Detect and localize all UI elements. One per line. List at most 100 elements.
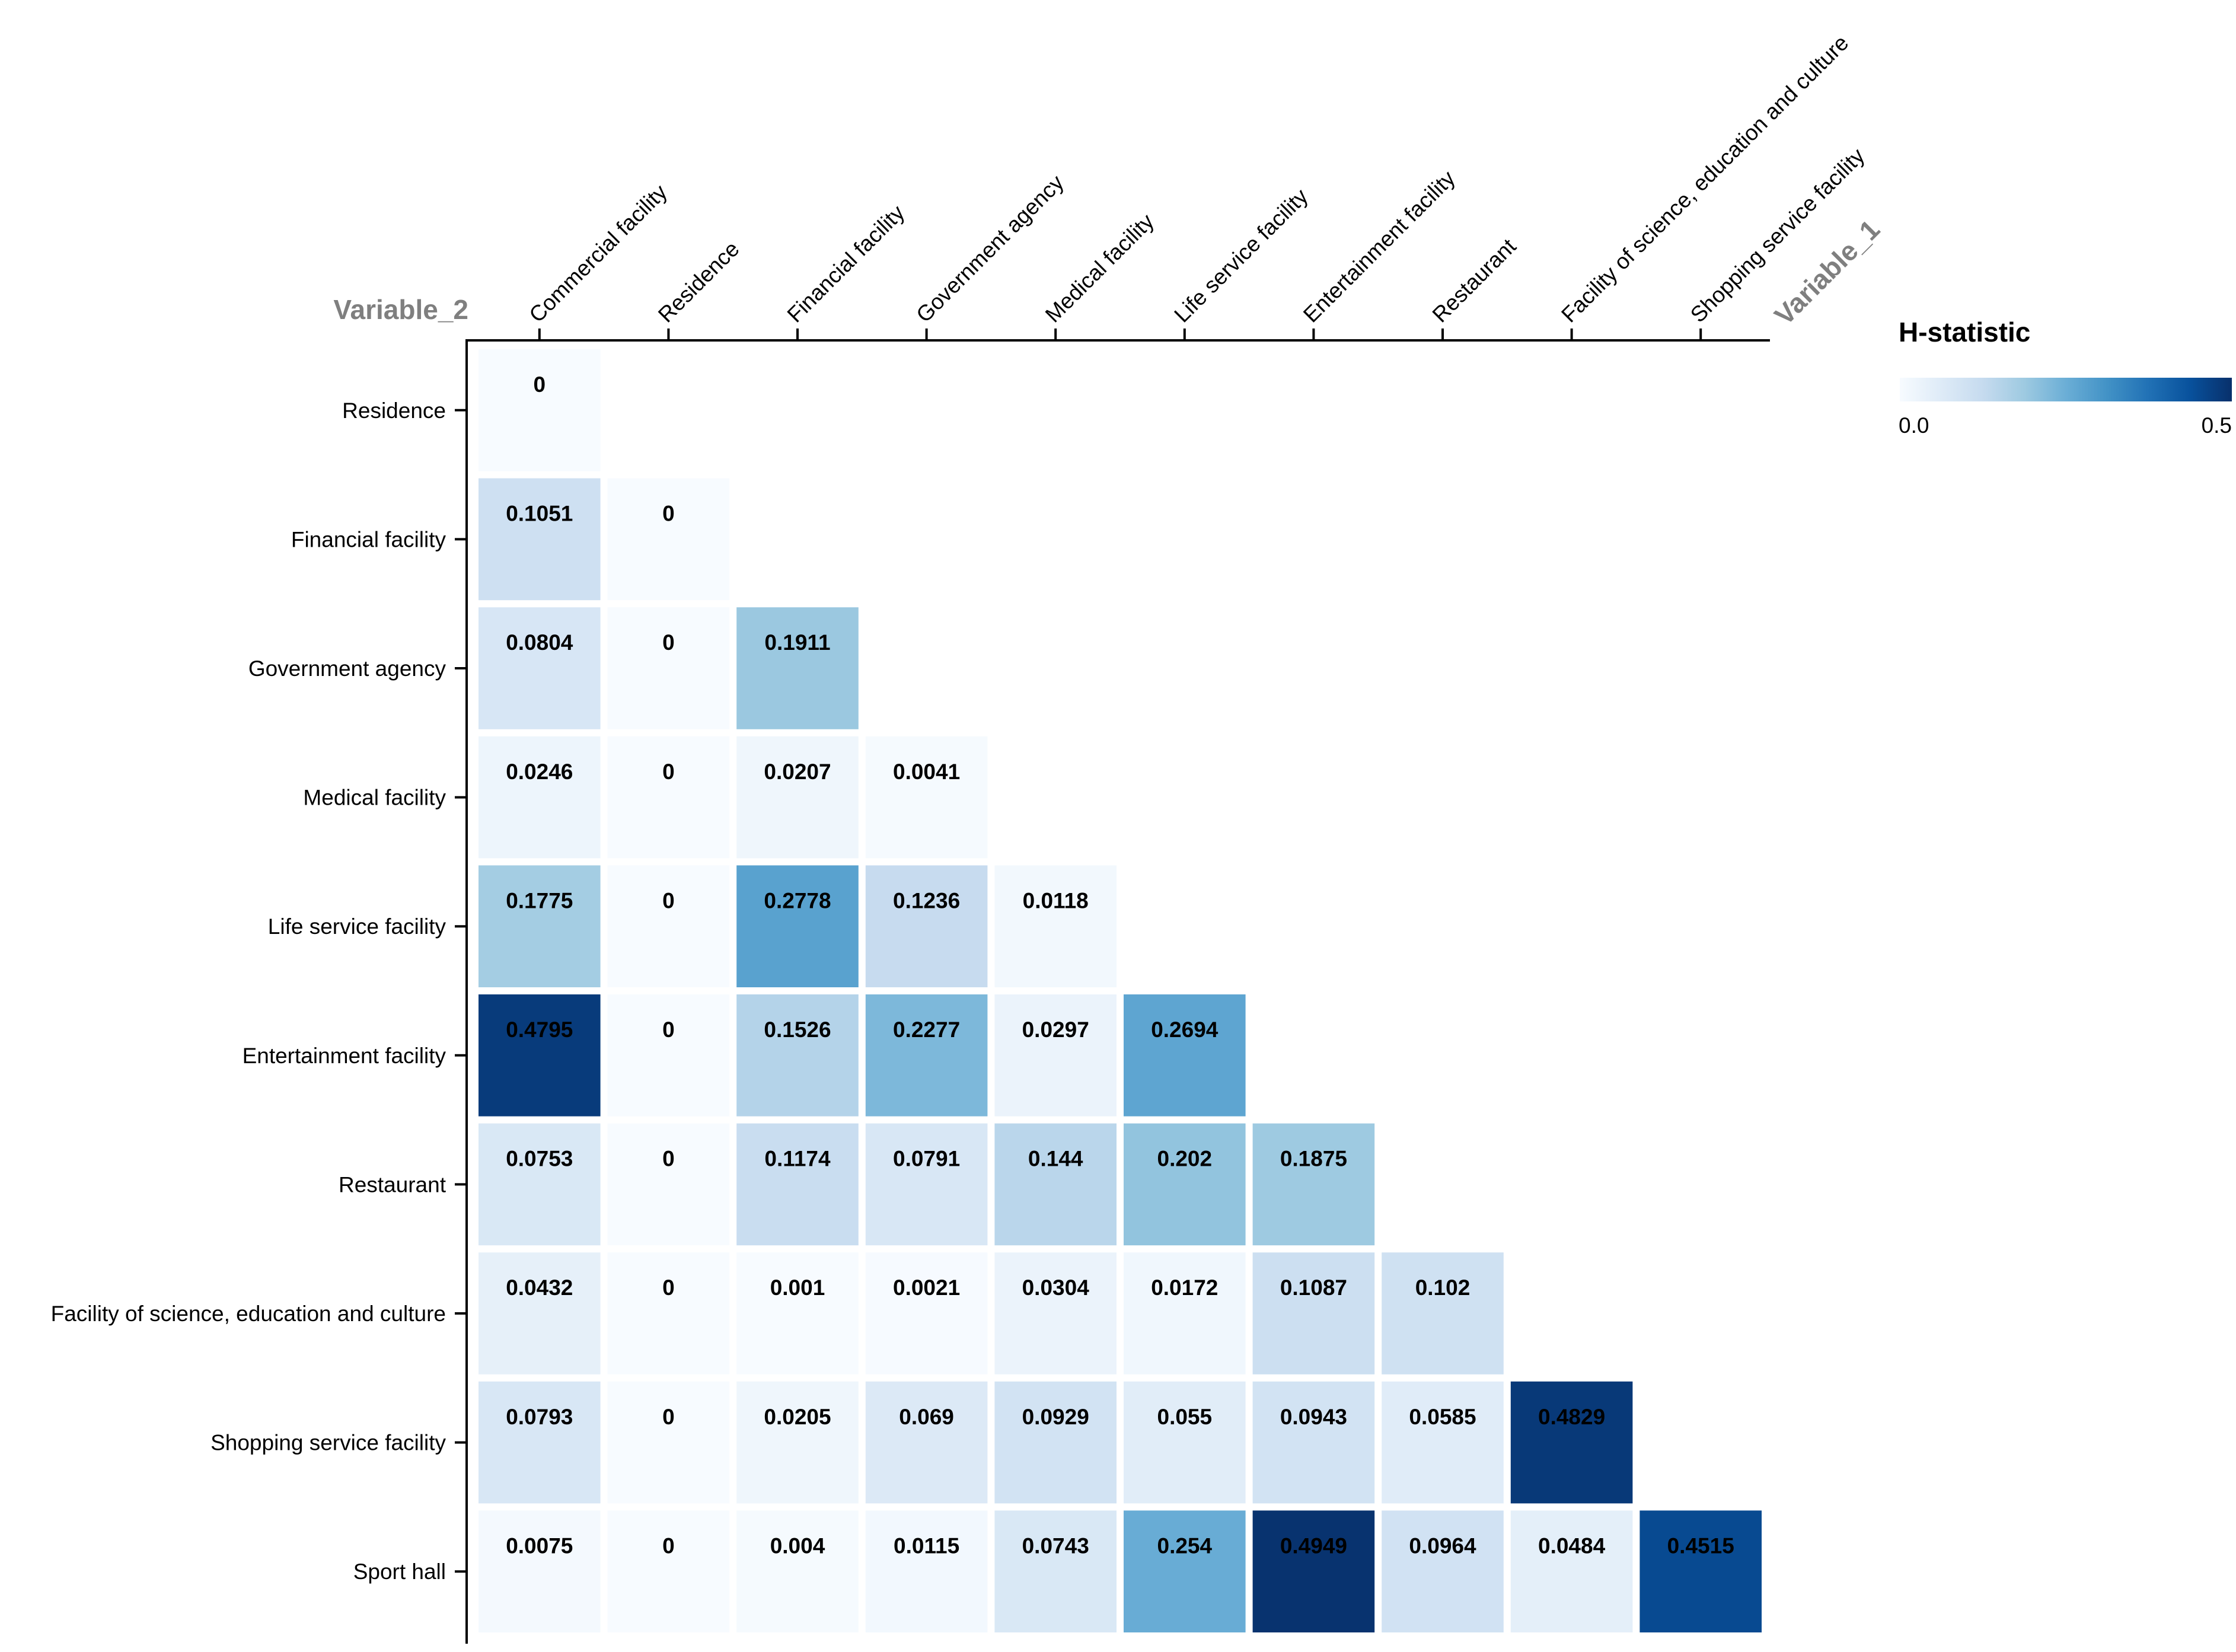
heatmap-cell: [607, 1381, 730, 1504]
cell-value-label: 0.1087: [1280, 1275, 1347, 1300]
cell-value-label: 0.0585: [1409, 1405, 1476, 1429]
cell-value-label: 0.0207: [764, 760, 831, 784]
heatmap-cell: [479, 349, 601, 471]
heatmap-cell: [479, 1381, 601, 1504]
cell-value-label: 0.254: [1157, 1533, 1213, 1558]
cell-value-label: 0.1875: [1280, 1147, 1347, 1171]
heatmap-cell: [479, 1510, 601, 1632]
cell-value-label: 0.0246: [506, 760, 573, 784]
heatmap-cell: [479, 994, 601, 1117]
cell-value-label: 0.202: [1157, 1147, 1213, 1171]
row-label-restaurant: Restaurant: [339, 1172, 446, 1197]
heatmap-cell: [607, 994, 730, 1117]
y-axis-title: Variable_2: [333, 294, 468, 325]
heatmap-cell: [1252, 1510, 1375, 1632]
legend-tick-min: 0.0: [1899, 413, 1929, 438]
heatmap-cell: [479, 865, 601, 987]
cell-value-label: 0.4949: [1280, 1533, 1347, 1558]
cell-value-label: 0.102: [1415, 1275, 1471, 1300]
cell-value-label: 0.0021: [893, 1275, 960, 1300]
heatmap-cell: [994, 1381, 1117, 1504]
heatmap-cell: [1124, 1252, 1246, 1374]
cell-value-label: 0.1051: [506, 502, 573, 526]
heatmap-cell: [479, 478, 601, 601]
cell-value-label: 0: [662, 760, 675, 784]
cell-value-label: 0: [662, 1275, 675, 1300]
cell-value-label: 0.0205: [764, 1405, 831, 1429]
heatmap-cell: [994, 865, 1117, 987]
row-label-shopping-service-facility: Shopping service facility: [210, 1431, 446, 1455]
heatmap-cell: [736, 1510, 859, 1632]
heatmap-cell: [479, 1123, 601, 1246]
heatmap-cell: [994, 1123, 1117, 1246]
heatmap-cell: [736, 607, 859, 729]
heatmap-cell: [865, 1381, 988, 1504]
heatmap-cell: [736, 865, 859, 987]
cell-value-label: 0.055: [1157, 1405, 1213, 1429]
cell-value-label: 0.0943: [1280, 1405, 1347, 1429]
row-label-sport-hall: Sport hall: [353, 1559, 446, 1584]
cell-value-label: 0.0964: [1409, 1533, 1476, 1558]
cell-value-label: 0: [662, 502, 675, 526]
heatmap-cell: [607, 607, 730, 729]
cell-value-label: 0.004: [770, 1533, 825, 1558]
cell-value-label: 0.0304: [1022, 1275, 1090, 1300]
heatmap-cell: [1639, 1510, 1762, 1632]
cell-value-label: 0: [662, 1147, 675, 1171]
heatmap-cell: [865, 865, 988, 987]
cell-value-label: 0: [662, 888, 675, 913]
cell-value-label: 0: [534, 372, 546, 397]
heatmap-cell: [479, 1252, 601, 1374]
heatmap-cell: [1510, 1381, 1633, 1504]
heatmap-cell: [994, 1252, 1117, 1374]
heatmap-cell: [1124, 1381, 1246, 1504]
cell-value-label: 0.0929: [1022, 1405, 1089, 1429]
heatmap-cell: [994, 994, 1117, 1117]
heatmap-cell: [607, 478, 730, 601]
heatmap-cell: [865, 994, 988, 1117]
row-label-government-agency: Government agency: [248, 656, 446, 681]
cell-value-label: 0.0793: [506, 1405, 573, 1429]
cell-value-label: 0: [662, 630, 675, 655]
cell-value-label: 0.1174: [764, 1147, 831, 1171]
cell-value-label: 0.2694: [1151, 1018, 1219, 1042]
cell-value-label: 0.1236: [893, 888, 960, 913]
cell-value-label: 0.4829: [1538, 1405, 1605, 1429]
heatmap-cell: [1252, 1381, 1375, 1504]
heatmap-cell: [1252, 1123, 1375, 1246]
heatmap-cell: [736, 1123, 859, 1246]
heatmap-cell: [1382, 1510, 1504, 1632]
legend-colorbar: [1900, 378, 2232, 401]
column-label-restaurant: Restaurant: [1428, 234, 1521, 327]
cell-value-label: 0: [662, 1018, 675, 1042]
heatmap-cell: [607, 736, 730, 859]
cell-value-label: 0.0297: [1022, 1018, 1089, 1042]
row-label-life-service-facility: Life service facility: [268, 914, 446, 939]
cell-value-label: 0.0791: [893, 1147, 960, 1171]
column-label-life-service-facility: Life service facility: [1169, 184, 1313, 327]
heatmap-cell: [865, 1123, 988, 1246]
heatmap-cell: [994, 1510, 1117, 1632]
row-labels: Residence Financial facility Government ag…: [51, 398, 467, 1584]
heatmap-cell: [736, 1252, 859, 1374]
heatmap-cell: [1124, 1510, 1246, 1632]
heatmap-cell: [1382, 1252, 1504, 1374]
heatmap-cell: [479, 607, 601, 729]
column-label-commercial-facility: Commercial facility: [524, 180, 672, 327]
cell-value-label: 0.0804: [506, 630, 573, 655]
row-label-residence: Residence: [342, 398, 446, 423]
cell-value-label: 0.069: [899, 1405, 954, 1429]
column-label-residence: Residence: [653, 237, 744, 327]
heatmap-cell: [736, 1381, 859, 1504]
cell-value-label: 0.2778: [764, 888, 831, 913]
heatmap-cell: [1382, 1381, 1504, 1504]
cell-value-label: 0.1526: [764, 1018, 831, 1042]
heatmap-cell: [1124, 994, 1246, 1117]
cell-value-label: 0.0753: [506, 1147, 573, 1171]
heatmap-cell: [865, 1252, 988, 1374]
row-label-financial-facility: Financial facility: [291, 527, 446, 551]
column-label-financial-facility: Financial facility: [783, 200, 910, 327]
heatmap-cell: [1510, 1510, 1633, 1632]
